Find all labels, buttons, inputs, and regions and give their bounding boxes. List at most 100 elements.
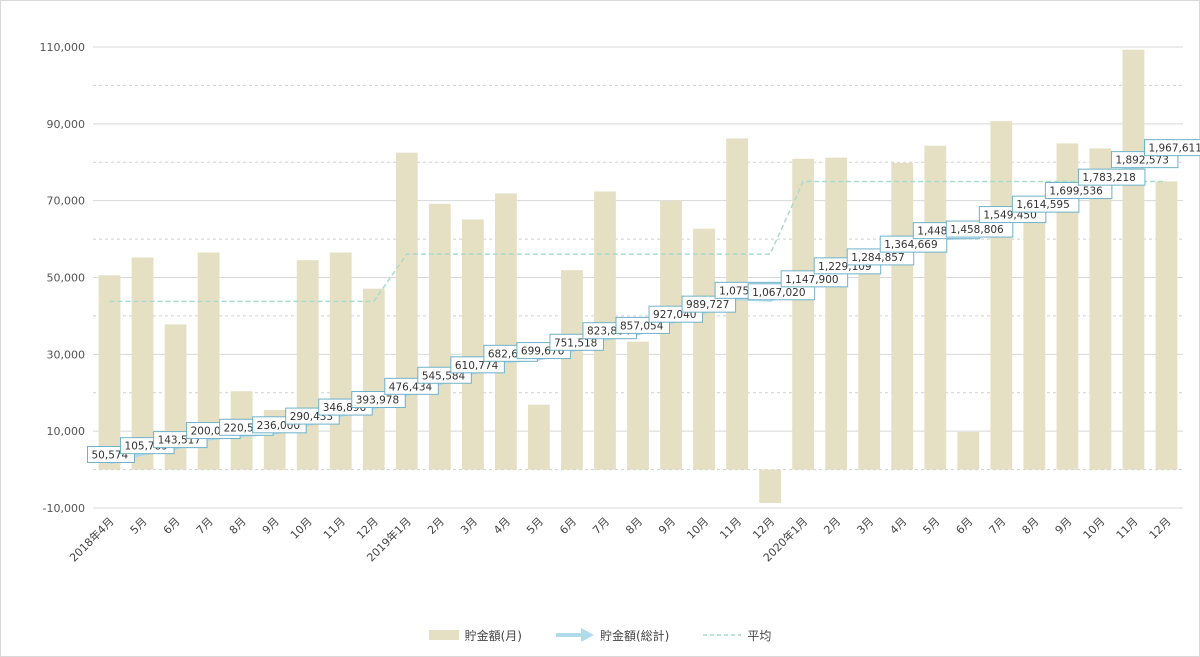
bar[interactable] (197, 252, 220, 470)
x-tick-label: 5月 (524, 515, 546, 537)
legend-bar-swatch (428, 630, 459, 640)
x-tick-label: 10月 (288, 515, 315, 542)
data-label: 989,727 (686, 299, 729, 311)
x-tick-label: 2018年4月 (66, 514, 116, 564)
bar[interactable] (329, 252, 352, 470)
legend: 貯金額(月) 貯金額(総計) 平均 (0, 624, 1200, 646)
x-tick-label: 5月 (128, 515, 150, 537)
bar[interactable] (1155, 181, 1178, 470)
data-label-box (1143, 139, 1200, 157)
bar[interactable] (528, 404, 550, 470)
x-tick-label: 9月 (1053, 515, 1075, 537)
bar[interactable] (1056, 143, 1079, 470)
data-label: 857,054 (620, 320, 664, 332)
bar[interactable] (924, 145, 947, 470)
y-tick-label: 90,000 (47, 118, 86, 131)
data-label: 1,967,611 (1148, 143, 1200, 155)
x-tick-label: 9月 (656, 515, 678, 537)
y-tick-label: 70,000 (47, 195, 86, 208)
bar[interactable] (561, 270, 583, 470)
data-label: 1,699,536 (1049, 186, 1103, 198)
data-label-box (681, 295, 737, 313)
x-tick-label: 11月 (321, 515, 348, 542)
legend-item-average[interactable]: 平均 (703, 627, 771, 644)
x-tick-label: 12月 (354, 515, 381, 542)
y-tick-label: 110,000 (40, 41, 86, 54)
total-data-labels: 50,574105,789143,517200,052220,523236,00… (87, 139, 1200, 463)
x-tick-label: 10月 (684, 515, 711, 542)
bar[interactable] (1089, 148, 1112, 470)
y-tick-label: 50,000 (47, 272, 86, 285)
data-label: 476,434 (389, 381, 433, 393)
x-tick-label: 9月 (260, 515, 282, 537)
data-label: 1,892,573 (1115, 155, 1168, 167)
bar[interactable] (1122, 49, 1145, 470)
x-tick-label: 8月 (227, 515, 249, 537)
x-tick-label: 2月 (821, 515, 843, 537)
x-tick-label: 6月 (161, 515, 183, 537)
x-tick-label: 6月 (557, 515, 579, 537)
bar[interactable] (296, 260, 319, 470)
y-tick-label: 10,000 (47, 425, 86, 438)
x-tick-label: 10月 (1081, 515, 1108, 542)
x-tick-label: 12月 (1147, 515, 1174, 542)
bar[interactable] (1023, 219, 1046, 470)
bar[interactable] (726, 138, 748, 470)
savings-chart: 110,000 90,000 70,000 50,000 30,000 10,000 -10… (40, 41, 1200, 564)
bar[interactable] (693, 228, 715, 470)
x-tick-label: 7月 (194, 515, 216, 537)
x-tick-label: 4月 (491, 515, 513, 537)
data-label: 50,574 (92, 449, 129, 461)
data-label: 1,458,806 (950, 224, 1004, 236)
data-label: 393,978 (356, 395, 399, 407)
legend-dash-swatch (703, 634, 742, 636)
bar[interactable] (98, 275, 121, 470)
x-tick-label: 3月 (854, 515, 876, 537)
legend-label-monthly: 貯金額(月) (464, 628, 522, 643)
average-polyline (109, 180, 1167, 303)
data-label: 1,364,669 (884, 239, 937, 251)
average-line (109, 180, 1167, 303)
bar[interactable] (957, 431, 980, 470)
legend-label-total: 貯金額(総計) (599, 628, 670, 643)
bar[interactable] (858, 255, 881, 470)
legend-item-total[interactable]: 貯金額(総計) (555, 627, 670, 644)
x-tick-label: 12月 (750, 515, 777, 542)
bar[interactable] (131, 257, 154, 470)
bar[interactable] (990, 121, 1013, 470)
data-label: 1,614,595 (1016, 199, 1069, 211)
monthly-savings-bars (98, 49, 1178, 504)
data-label-box (351, 391, 406, 409)
bar[interactable] (660, 200, 682, 470)
bar[interactable] (759, 469, 782, 504)
x-tick-label: 6月 (954, 515, 976, 537)
x-tick-label: 4月 (887, 515, 909, 537)
legend-arrow-swatch (555, 628, 594, 642)
data-label: 610,774 (455, 360, 499, 372)
bar[interactable] (792, 158, 815, 470)
data-label: 1,147,900 (785, 274, 838, 286)
data-label: 751,518 (554, 337, 597, 349)
data-label: 1,067,020 (752, 287, 805, 299)
bar[interactable] (494, 193, 517, 470)
bar[interactable] (362, 288, 385, 470)
bar[interactable] (627, 341, 649, 470)
x-tick-label: 5月 (920, 515, 942, 537)
bar[interactable] (461, 219, 484, 470)
x-tick-label: 3月 (458, 515, 480, 537)
data-label: 1,783,218 (1082, 172, 1135, 184)
bar[interactable] (395, 152, 418, 470)
x-tick-label: 8月 (1020, 515, 1042, 537)
bar[interactable] (428, 203, 451, 470)
legend-label-average: 平均 (747, 628, 772, 643)
bar[interactable] (891, 163, 914, 470)
x-tick-label: 7月 (590, 515, 612, 537)
data-label-box (1077, 168, 1146, 186)
legend-item-monthly[interactable]: 貯金額(月) (428, 627, 522, 644)
y-axis: 110,000 90,000 70,000 50,000 30,000 10,000 -10… (40, 41, 86, 515)
bar[interactable] (825, 157, 848, 470)
x-tick-label: 8月 (623, 515, 645, 537)
y-tick-label: 30,000 (47, 348, 86, 361)
data-label: 1,284,857 (851, 252, 904, 264)
